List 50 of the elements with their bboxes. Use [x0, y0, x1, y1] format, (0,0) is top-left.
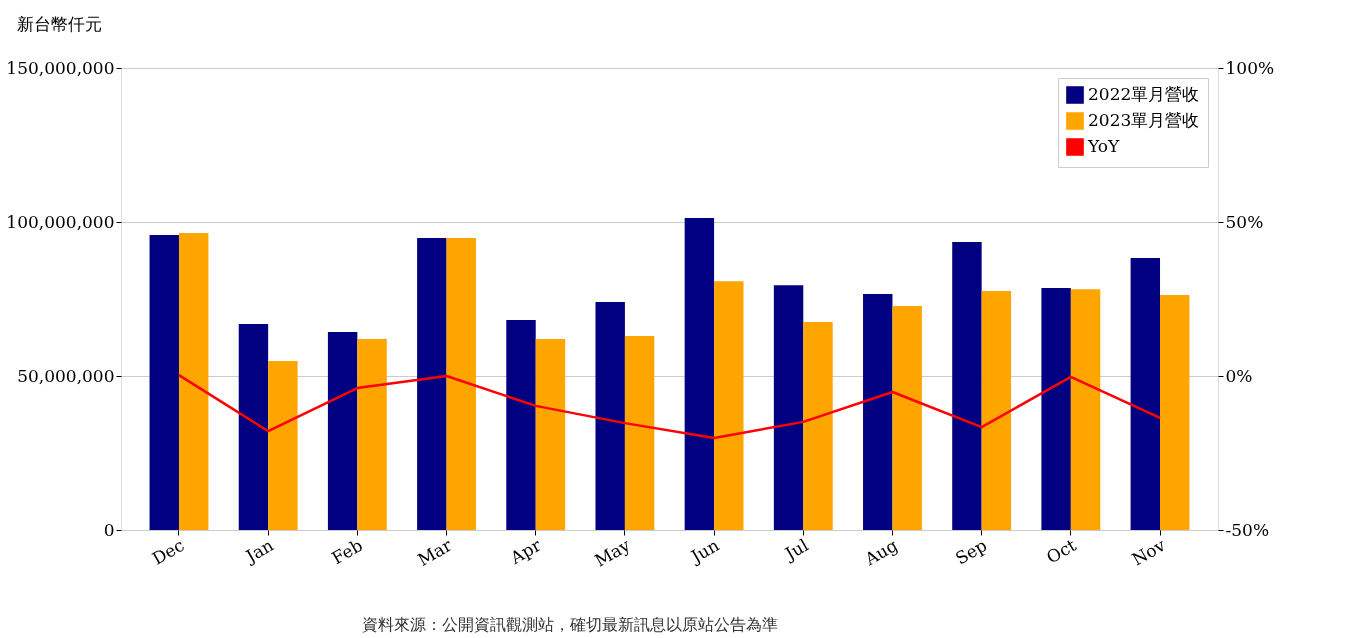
- x-tick-label: Mar: [414, 534, 456, 571]
- bar: [595, 302, 625, 530]
- bar: [417, 238, 447, 530]
- bar: [863, 294, 893, 530]
- bar: [446, 238, 476, 530]
- y2-tick-label: 100%: [1225, 57, 1275, 78]
- x-tick-label: Jun: [685, 534, 723, 568]
- bar: [1070, 289, 1101, 530]
- y-tick-label: 100,000,000: [6, 211, 115, 232]
- x-tick-label: Nov: [1128, 534, 1169, 570]
- bar: [952, 242, 982, 530]
- x-tick-label: Apr: [506, 534, 545, 569]
- y-axis-title: 新台幣仟元: [16, 13, 102, 34]
- x-tick-label: Jul: [779, 534, 812, 565]
- bar: [327, 331, 358, 530]
- bar: [892, 306, 922, 530]
- bar: [803, 322, 833, 530]
- x-tick-label: Feb: [328, 534, 366, 569]
- bar: [535, 339, 566, 530]
- bar: [149, 234, 179, 530]
- bar: [1160, 295, 1190, 530]
- legend-label: YoY: [1087, 136, 1120, 156]
- bar: [624, 335, 655, 530]
- bar: [684, 218, 715, 530]
- legend-label: 2022單月營收: [1088, 84, 1200, 104]
- y-tick-label: 150,000,000: [6, 57, 115, 78]
- bar: [1041, 287, 1071, 530]
- bar: [981, 290, 1012, 530]
- bar: [714, 281, 744, 530]
- x-tick-label: Jan: [240, 534, 277, 568]
- line-series: [177, 373, 1162, 440]
- y-tick-label: 50,000,000: [17, 365, 115, 386]
- bar: [773, 285, 804, 530]
- legend-label: 2023單月營收: [1088, 110, 1200, 130]
- bar: [238, 323, 269, 530]
- x-tick-label: Sep: [951, 534, 991, 569]
- source-note: 資料來源：公開資訊觀測站，確切最新訊息以原站公告為準: [361, 615, 778, 634]
- bar: [268, 360, 298, 530]
- x-tick-label: Dec: [148, 534, 188, 569]
- bar: [178, 233, 209, 530]
- x-tick-label: Aug: [860, 534, 902, 570]
- y-tick-label: 0: [103, 519, 115, 540]
- y2-tick-label: -50%: [1225, 519, 1270, 540]
- bar: [506, 319, 536, 530]
- y2-tick-label: 0%: [1225, 365, 1253, 386]
- x-tick-label: May: [591, 534, 634, 571]
- y2-tick-label: 50%: [1225, 211, 1264, 232]
- bar: [1130, 258, 1161, 530]
- bar: [357, 339, 387, 530]
- x-tick-label: Oct: [1043, 534, 1080, 568]
